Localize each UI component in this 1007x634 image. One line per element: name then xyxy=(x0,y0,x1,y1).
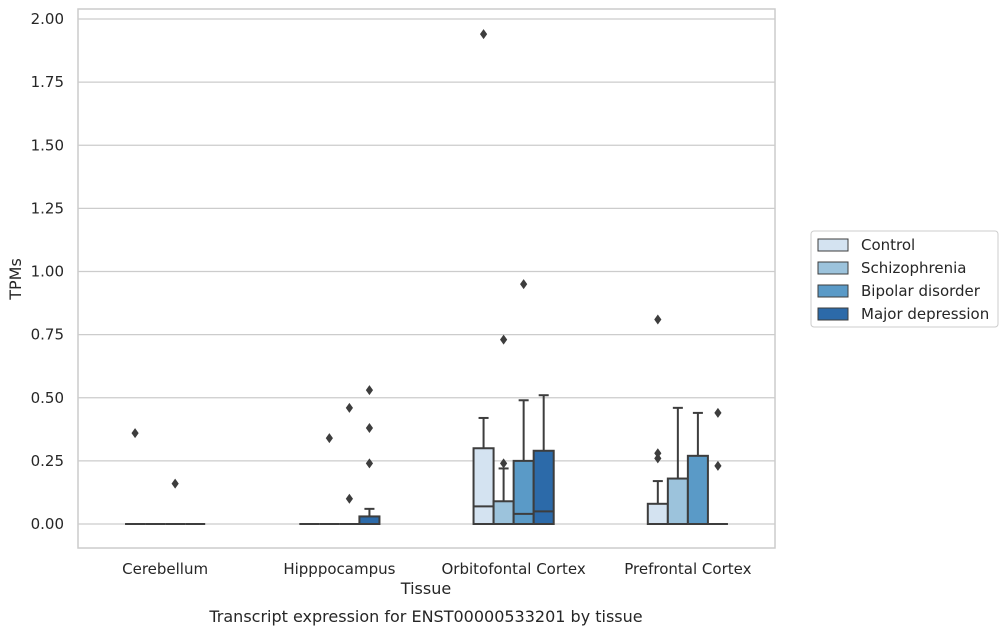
box-0-0 xyxy=(125,428,146,525)
box-0-2 xyxy=(165,478,186,525)
x-tick-labels: Cerebellum Hipppocampus Orbitofontal Corte… xyxy=(122,560,751,578)
box-3-2 xyxy=(686,411,709,526)
legend-swatch xyxy=(817,238,849,252)
boxes xyxy=(125,29,728,526)
outlier-point xyxy=(654,453,662,464)
chart-caption: Transcript expression for ENST0000053320… xyxy=(208,607,642,626)
outlier-point xyxy=(345,493,353,504)
plot-frame xyxy=(77,8,776,549)
box-1-2 xyxy=(339,402,360,525)
outlier-point xyxy=(131,428,139,439)
x-tick-label: Prefrontal Cortex xyxy=(624,560,751,578)
legend-label: Control xyxy=(861,236,915,254)
x-tick-label: Cerebellum xyxy=(122,560,208,578)
box-body xyxy=(646,502,669,525)
box-body xyxy=(532,449,555,525)
y-tick-label: 1.75 xyxy=(31,73,64,91)
legend-label: Major depression xyxy=(861,305,989,323)
outlier-point xyxy=(365,458,374,469)
legend-label: Bipolar disorder xyxy=(861,282,981,300)
y-tick-label: 0.75 xyxy=(31,326,64,344)
legend-swatch xyxy=(817,284,849,298)
y-tick-label: 0.25 xyxy=(31,452,64,470)
outlier-point xyxy=(345,402,353,413)
outlier-point xyxy=(714,460,722,471)
outlier-point xyxy=(479,29,488,40)
box-2-3 xyxy=(532,394,555,525)
legend-swatch xyxy=(817,307,849,321)
box-body xyxy=(492,500,515,525)
y-axis-title: TPMs xyxy=(6,258,25,301)
legend-frame xyxy=(810,230,999,328)
box-2-2 xyxy=(512,279,535,525)
legend-swatch xyxy=(817,261,849,275)
outlier-point xyxy=(520,279,528,290)
outlier-point xyxy=(365,385,374,396)
outlier-point xyxy=(654,314,662,325)
y-tick-labels: 0.00 0.25 0.50 0.75 1.00 1.25 1.50 1.75 2.00 xyxy=(31,10,64,533)
box-3-1 xyxy=(666,406,689,525)
y-tick-label: 2.00 xyxy=(31,10,64,28)
x-tick-label: Orbitofontal Cortex xyxy=(442,560,586,578)
legend-label: Schizophrenia xyxy=(861,259,966,277)
x-axis-title: Tissue xyxy=(400,579,451,598)
box-body xyxy=(686,454,709,526)
y-tick-label: 0.00 xyxy=(31,515,64,533)
outlier-point xyxy=(714,407,722,418)
box-body xyxy=(472,447,495,525)
outlier-point xyxy=(171,478,179,489)
outlier-point xyxy=(654,448,662,459)
outlier-point xyxy=(365,423,374,434)
outlier-point xyxy=(325,433,333,444)
box-2-1 xyxy=(492,334,515,525)
box-1-1 xyxy=(319,433,340,525)
legend: Control Schizophrenia Bipolar disorder Majo… xyxy=(810,230,999,328)
box-body xyxy=(666,477,689,525)
gridlines xyxy=(78,18,775,525)
box-2-0 xyxy=(472,29,495,525)
outlier-point xyxy=(500,334,508,345)
y-tick-label: 1.25 xyxy=(31,199,64,217)
y-tick-label: 1.00 xyxy=(31,263,64,281)
box-3-3 xyxy=(707,407,728,525)
outlier-point xyxy=(500,458,508,469)
y-tick-label: 1.50 xyxy=(31,136,64,154)
x-tick-label: Hipppocampus xyxy=(283,560,395,578)
box-body xyxy=(358,515,381,525)
y-tick-label: 0.50 xyxy=(31,389,64,407)
box-3-0 xyxy=(646,314,669,525)
box-1-3 xyxy=(358,385,381,525)
